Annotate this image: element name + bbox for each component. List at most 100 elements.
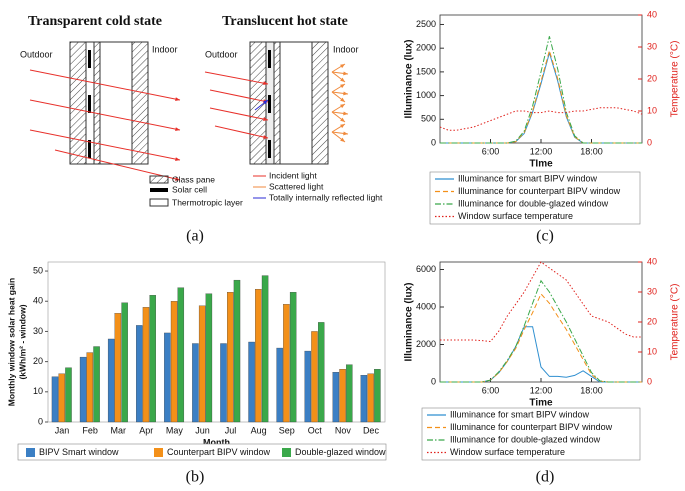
legend-cell (150, 188, 168, 192)
series-line (440, 279, 642, 383)
plot-frame (47, 261, 386, 423)
arrow-head (340, 124, 345, 129)
bar (332, 372, 340, 423)
x-tick-label: Sep (279, 425, 295, 435)
bar (107, 338, 115, 423)
panel-label: (c) (536, 228, 554, 245)
legend-label: Illuminance for smart BIPV window (450, 409, 590, 419)
glass-pane (311, 41, 329, 165)
solar-cell (268, 95, 271, 113)
arrow-head (175, 157, 180, 162)
diagram-legend-label: Glass pane (172, 174, 215, 184)
series-line (439, 107, 643, 131)
light-ray (29, 129, 181, 161)
bar (198, 305, 206, 423)
arrow-head (340, 84, 345, 89)
x-tick-label: 6:00 (482, 146, 500, 156)
bar (311, 331, 318, 423)
arrow-head (343, 91, 348, 96)
air-gap (99, 41, 133, 165)
indoor-label: Indoor (333, 44, 359, 54)
x-tick-label: Jan (55, 425, 70, 435)
arrow-head (343, 111, 348, 116)
light-ray (29, 69, 181, 101)
y-tick-label: 20 (33, 356, 43, 366)
legend-label: Illuminance for double-glazed window (450, 434, 601, 444)
arrow-head (343, 71, 348, 76)
bar (86, 352, 94, 423)
y-axis-label: Illuminance (lux) (404, 40, 415, 119)
bar (170, 301, 178, 423)
x-tick-label: 18:00 (580, 146, 603, 156)
air-gap (279, 41, 313, 165)
light-legend-label: Totally internally reflected light (269, 192, 383, 202)
legend-label: Illuminance for counterpart BIPV window (458, 186, 621, 196)
bar (164, 332, 171, 423)
bar (149, 295, 156, 423)
bar (205, 293, 213, 423)
y-axis-label: Monthly window solar heat gain (6, 278, 16, 406)
solar-cell (88, 140, 91, 158)
arrow-head (340, 77, 345, 82)
bar (283, 304, 290, 423)
series-line (440, 292, 642, 383)
light-ray (209, 107, 269, 121)
solar-cell (88, 95, 91, 113)
light-ray (214, 125, 269, 139)
legend-glass (149, 175, 169, 184)
y2-tick-label: 10 (647, 346, 657, 356)
y-tick-label: 0 (431, 376, 436, 386)
legend-label: Illuminance for double-glazed window (458, 198, 609, 208)
bar (114, 313, 122, 423)
y-tick-label: 30 (33, 326, 43, 336)
x-tick-label: 12:00 (530, 146, 553, 156)
x-tick-label: 12:00 (530, 385, 553, 395)
bar (318, 322, 325, 423)
y2-axis-label: Temperature (°C) (670, 284, 681, 361)
solar-cell (88, 50, 91, 68)
bar (276, 347, 283, 423)
glass-pane (273, 41, 281, 165)
legend-label: Window surface temperature (458, 211, 573, 221)
y-tick-label: 40 (33, 296, 43, 306)
y-tick-label: 10 (33, 386, 43, 396)
light-legend-label: Scattered light (269, 181, 324, 191)
light-legend-label: Incident light (269, 170, 317, 180)
legend-swatch (282, 448, 291, 457)
legend-label: Counterpart BIPV window (167, 447, 271, 457)
y-tick-label: 500 (421, 114, 436, 124)
y-tick-label: 1000 (416, 90, 436, 100)
panel-label: (b) (186, 469, 205, 486)
legend-layer (149, 198, 169, 207)
legend-swatch (26, 448, 35, 457)
arrow-head (340, 137, 345, 142)
x-tick-label: Jul (225, 425, 237, 435)
arrow-head (263, 117, 268, 121)
legend-label: Window surface temperature (450, 447, 565, 457)
x-tick-label: May (166, 425, 184, 435)
legend-box (421, 407, 641, 461)
bar (304, 350, 311, 423)
bar (367, 373, 374, 423)
bar (93, 346, 100, 423)
x-tick-label: Aug (251, 425, 267, 435)
y-axis-label: Illuminance (lux) (404, 283, 415, 362)
y2-tick-label: 10 (647, 105, 657, 115)
bar (261, 275, 269, 423)
arrow-head (175, 177, 180, 181)
panel-label: (a) (186, 228, 204, 245)
y2-tick-label: 0 (647, 137, 652, 147)
legend-label: Illuminance for smart BIPV window (458, 173, 598, 183)
bar (177, 287, 185, 423)
bar (51, 376, 59, 423)
x-axis-label: TIme (529, 159, 553, 170)
bar (289, 292, 297, 423)
light-ray (29, 99, 181, 131)
y2-tick-label: 30 (647, 286, 657, 296)
bar (121, 302, 128, 423)
y2-tick-label: 20 (647, 316, 657, 326)
y-tick-label: 2000 (416, 43, 436, 53)
bar (220, 343, 227, 423)
x-tick-label: Dec (363, 425, 380, 435)
y2-tick-label: 40 (647, 256, 657, 266)
